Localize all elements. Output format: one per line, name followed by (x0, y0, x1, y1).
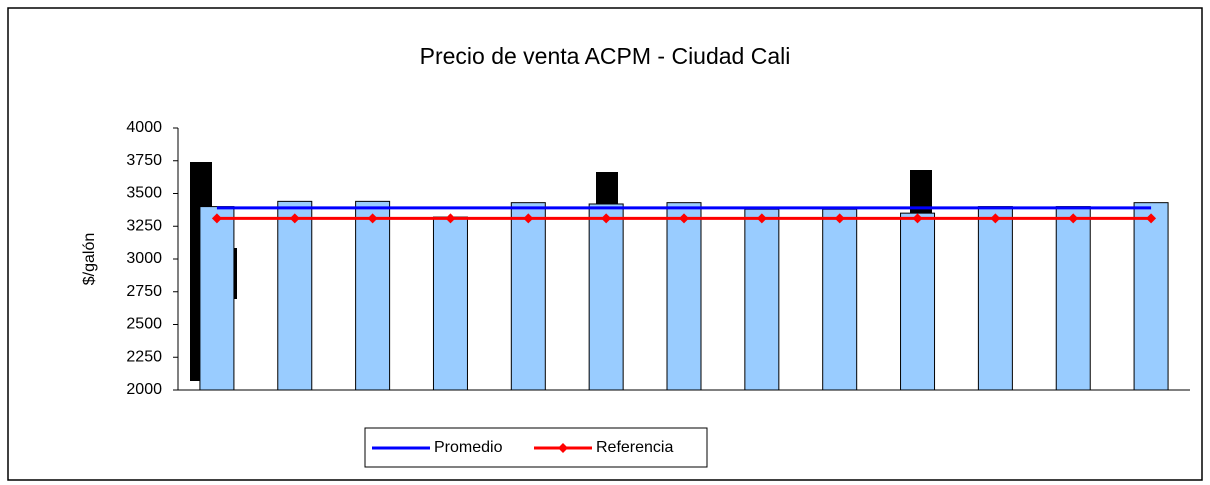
line-marker (523, 213, 534, 224)
line-marker (445, 213, 456, 224)
bar (588, 203, 624, 391)
legend-label: Promedio (434, 439, 503, 456)
bar (277, 200, 313, 391)
y-tick-label: 2000 (126, 381, 162, 398)
line-marker (558, 443, 568, 453)
y-tick-label: 2250 (126, 348, 162, 365)
chart-title: Precio de venta ACPM - Ciudad Cali (420, 43, 791, 69)
y-axis-label: $/galón (81, 233, 98, 286)
y-tick-label: 3000 (126, 250, 162, 267)
y-tick-label: 2500 (126, 316, 162, 333)
line-marker (1146, 213, 1157, 224)
bar (822, 208, 858, 391)
bar (977, 206, 1013, 391)
line-marker (834, 213, 845, 224)
line-marker (367, 213, 378, 224)
line-marker (990, 213, 1001, 224)
line-marker (211, 213, 222, 224)
bar (199, 206, 235, 391)
bar (900, 212, 936, 391)
bar (666, 202, 702, 391)
bar (510, 202, 546, 391)
y-tick-label: 3750 (126, 152, 162, 169)
bar (1133, 202, 1169, 391)
legend-label: Referencia (596, 439, 673, 456)
y-tick-label: 2750 (126, 283, 162, 300)
line-marker (679, 213, 689, 224)
bar (744, 208, 780, 391)
line-marker (1068, 213, 1079, 224)
line-marker (756, 213, 767, 224)
bar (432, 216, 468, 391)
line-marker (289, 213, 300, 224)
line-marker (601, 213, 612, 224)
y-tick-label: 3500 (126, 185, 162, 202)
bar (1055, 206, 1091, 391)
bar (355, 200, 391, 391)
line-marker (912, 213, 923, 224)
y-tick-label: 3250 (126, 217, 162, 234)
y-tick-label: 4000 (126, 119, 162, 136)
